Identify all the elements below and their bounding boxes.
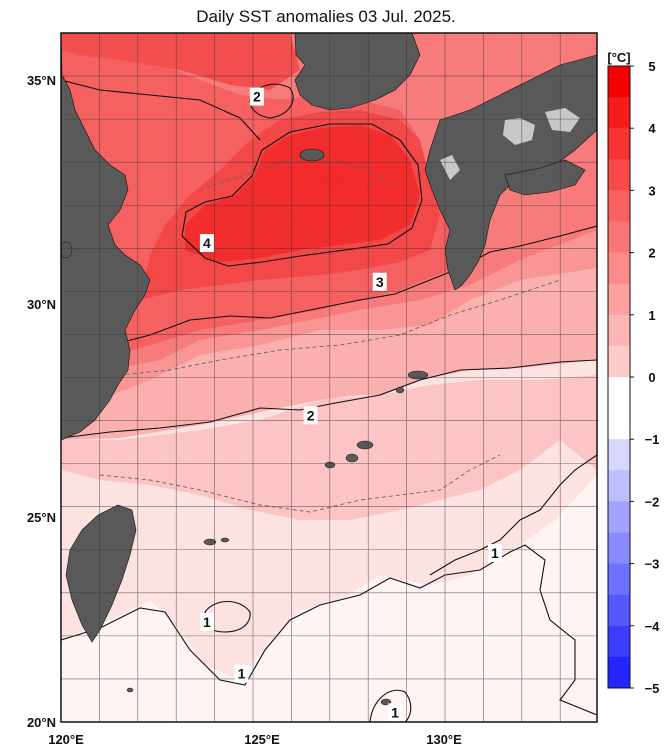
contour-1-south: [61, 544, 597, 716]
contour-2-north: [249, 83, 294, 119]
colorbar-ticks: 5 4 3 2 1 0 −1 −2 −3 −4 −5: [630, 59, 660, 696]
lat-label-30n: 30°N: [27, 297, 56, 312]
lat-label-20n: 20°N: [27, 715, 56, 730]
colorbar-swatch: [608, 283, 630, 316]
colorbar-swatch: [608, 563, 630, 596]
land-jeju: [299, 148, 325, 162]
contour-label: 1: [203, 614, 211, 630]
colorbar-swatch: [608, 159, 630, 191]
contour-label: 2: [307, 407, 315, 423]
contour-3-north: [61, 79, 261, 141]
colorbar-tick-label: −5: [645, 681, 660, 696]
contour-label-bg: [487, 544, 502, 563]
contour-label: 1: [391, 704, 399, 720]
contour-4: [181, 123, 423, 267]
contour-1-southeast: [369, 689, 412, 722]
dashed-contours: [69, 159, 561, 513]
colorbar-tick-label: 4: [648, 121, 656, 136]
colorbar-tick-label: −3: [645, 557, 660, 572]
lat-axis-labels: 35°N 30°N 25°N 20°N: [27, 73, 56, 730]
colorbar-swatch: [608, 221, 630, 254]
lat-label-25n: 25°N: [27, 510, 56, 525]
colorbar-swatch: [608, 377, 630, 409]
contour-1-east: [429, 454, 597, 576]
colorbar-tick-label: 0: [648, 370, 655, 385]
colorbar-tick-label: 2: [648, 246, 655, 261]
colorbar-swatch: [608, 97, 630, 129]
contour-labels: 2 4 3 2 1 1 1 1: [199, 87, 502, 722]
colorbar-swatch: [608, 190, 630, 222]
colorbar-unit-label: [°C]: [607, 50, 630, 65]
contour-label: 3: [376, 274, 384, 290]
map-title: Daily SST anomalies 03 Jul. 2025.: [196, 7, 456, 26]
colorbar-swatch: [608, 532, 630, 565]
lon-label-120e: 120°E: [48, 732, 84, 747]
inland-water-patch: [503, 118, 535, 145]
contour-label: 2: [253, 89, 261, 105]
anomaly-band-1: [61, 375, 597, 520]
contour-lines: [61, 79, 597, 722]
lon-label-130e: 130°E: [426, 732, 462, 747]
colorbar-swatch: [608, 345, 630, 378]
anomaly-band-north-coast: [61, 33, 300, 90]
lat-label-35n: 35°N: [27, 73, 56, 88]
land-taiwan: [65, 504, 137, 643]
contour-3: [111, 225, 597, 346]
contour-label: 1: [491, 545, 499, 561]
colorbar-tick-label: −4: [645, 619, 661, 634]
colorbar-tick-label: 5: [648, 59, 655, 74]
colorbar-tick-label: 1: [648, 308, 655, 323]
map-frame: [60, 32, 598, 723]
colorbar: [°C] 5 4 3 2 1 0 −1 −2 −3 −4 −5: [607, 50, 660, 696]
colorbar-swatch: [608, 594, 630, 627]
land-korea: [294, 33, 421, 111]
land-shikoku: [504, 159, 586, 196]
colorbar-swatch: [608, 470, 630, 502]
inland-water-patch-2: [545, 108, 580, 132]
contour-label-bg: [372, 272, 387, 291]
colorbar-swatch: [608, 314, 630, 347]
map-area: 2 4 3 2 1 1 1 1: [61, 33, 597, 722]
colorbar-swatch: [608, 625, 630, 658]
colorbar-swatch: [608, 252, 630, 285]
colorbar-tick-label: −2: [645, 494, 660, 509]
contour-label: 4: [203, 235, 211, 251]
colorbar-swatches: [608, 66, 630, 689]
contour-label: 1: [238, 666, 246, 682]
colorbar-swatch: [608, 439, 630, 471]
contour-label-bg: [234, 664, 249, 683]
contour-label-bg: [199, 234, 214, 253]
contour-label-bg: [249, 87, 264, 106]
contour-1-island: [204, 600, 251, 633]
lon-label-125e: 125°E: [244, 732, 280, 747]
anomaly-band-below-1: [61, 475, 597, 722]
colorbar-tick-label: 3: [648, 183, 655, 198]
contour-label-bg: [388, 703, 403, 722]
colorbar-swatch: [608, 501, 630, 533]
contour-label-bg: [199, 612, 214, 631]
colorbar-swatch: [608, 66, 630, 98]
lon-axis-labels: 120°E 125°E 130°E: [48, 732, 462, 747]
colorbar-swatch: [608, 656, 630, 689]
grid-lines: [61, 33, 597, 722]
colorbar-swatch: [608, 408, 630, 440]
colorbar-swatch: [608, 128, 630, 160]
contour-label-bg: [303, 406, 318, 425]
colorbar-tick-label: −1: [645, 432, 660, 447]
land-china: [61, 33, 151, 441]
